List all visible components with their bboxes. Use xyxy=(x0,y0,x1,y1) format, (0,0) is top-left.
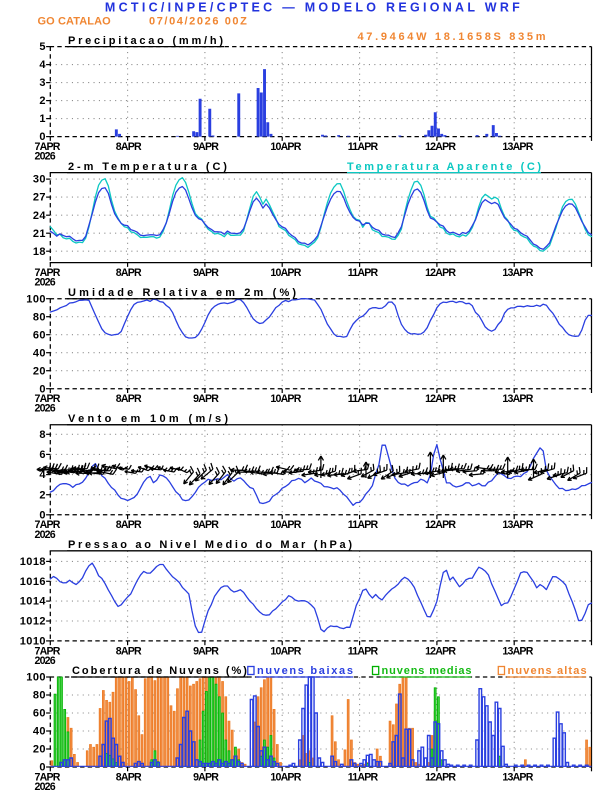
svg-text:2026: 2026 xyxy=(35,529,56,541)
svg-text:100: 100 xyxy=(26,293,46,305)
svg-text:40: 40 xyxy=(33,726,46,738)
svg-text:Pressao ao Nivel Medio do Mar: Pressao ao Nivel Medio do Mar (hPa) xyxy=(68,539,355,551)
svg-text:Cobertura de Nuvens (%): Cobertura de Nuvens (%) xyxy=(72,665,249,677)
svg-text:1018: 1018 xyxy=(20,556,46,568)
svg-text:8APR: 8APR xyxy=(116,771,142,783)
svg-text:13APR: 13APR xyxy=(502,519,533,531)
svg-text:2026: 2026 xyxy=(35,277,56,289)
svg-text:9APR: 9APR xyxy=(193,771,219,783)
svg-text:100: 100 xyxy=(26,672,46,684)
svg-text:2: 2 xyxy=(39,95,46,107)
svg-text:7APR: 7APR xyxy=(35,645,61,657)
svg-text:Umidade Relativa em 2m (%): Umidade Relativa em 2m (%) xyxy=(68,287,299,299)
svg-text:1014: 1014 xyxy=(20,596,47,608)
svg-text:1016: 1016 xyxy=(20,576,46,588)
svg-text:60: 60 xyxy=(33,708,46,720)
svg-text:1010: 1010 xyxy=(20,636,46,648)
svg-text:11APR: 11APR xyxy=(348,645,379,657)
svg-text:13APR: 13APR xyxy=(502,771,533,783)
svg-text:10APR: 10APR xyxy=(270,645,301,657)
svg-text:9APR: 9APR xyxy=(193,141,219,153)
svg-text:8APR: 8APR xyxy=(116,645,142,657)
svg-text:10APR: 10APR xyxy=(270,267,301,279)
svg-text:11APR: 11APR xyxy=(348,393,379,405)
svg-text:1: 1 xyxy=(39,113,46,125)
svg-text:80: 80 xyxy=(33,311,46,323)
svg-text:1012: 1012 xyxy=(20,616,46,628)
svg-text:13APR: 13APR xyxy=(502,393,533,405)
svg-text:10APR: 10APR xyxy=(270,771,301,783)
svg-text:27: 27 xyxy=(33,192,46,204)
svg-text:9APR: 9APR xyxy=(193,267,219,279)
svg-text:7APR: 7APR xyxy=(35,519,61,531)
svg-text:Temperatura Aparente (C): Temperatura Aparente (C) xyxy=(347,161,544,173)
svg-text:11APR: 11APR xyxy=(348,267,379,279)
svg-text:3: 3 xyxy=(39,77,46,89)
svg-text:8APR: 8APR xyxy=(116,141,142,153)
svg-text:13APR: 13APR xyxy=(502,645,533,657)
svg-text:5: 5 xyxy=(39,41,46,53)
svg-text:9APR: 9APR xyxy=(193,645,219,657)
svg-text:13APR: 13APR xyxy=(502,141,533,153)
svg-text:60: 60 xyxy=(33,329,46,341)
svg-text:07/04/2026 00Z: 07/04/2026 00Z xyxy=(149,16,248,28)
svg-text:20: 20 xyxy=(33,365,46,377)
svg-text:20: 20 xyxy=(33,744,46,756)
svg-text:12APR: 12APR xyxy=(425,141,456,153)
svg-text:7APR: 7APR xyxy=(35,141,61,153)
svg-text:40: 40 xyxy=(33,347,46,359)
svg-text:Precipitacao (mm/h): Precipitacao (mm/h) xyxy=(68,35,226,47)
svg-text:6: 6 xyxy=(39,449,46,461)
svg-text:9APR: 9APR xyxy=(193,393,219,405)
svg-text:2026: 2026 xyxy=(35,403,56,415)
svg-text:11APR: 11APR xyxy=(348,771,379,783)
svg-text:12APR: 12APR xyxy=(425,645,456,657)
svg-text:Vento em 10m (m/s): Vento em 10m (m/s) xyxy=(68,413,231,425)
svg-text:7APR: 7APR xyxy=(35,771,61,783)
svg-text:MCTIC/INPE/CPTEC — MODELO REGI: MCTIC/INPE/CPTEC — MODELO REGIONAL WRF xyxy=(105,1,523,15)
svg-text:7APR: 7APR xyxy=(35,267,61,279)
svg-text:2026: 2026 xyxy=(35,781,56,792)
svg-text:2026: 2026 xyxy=(35,151,56,163)
svg-text:nuvens baixas: nuvens baixas xyxy=(257,665,355,677)
svg-text:nuvens altas: nuvens altas xyxy=(508,665,588,677)
svg-text:2026: 2026 xyxy=(35,655,56,667)
svg-text:30: 30 xyxy=(33,174,46,186)
svg-text:80: 80 xyxy=(33,690,46,702)
svg-text:18: 18 xyxy=(33,246,46,258)
svg-text:8APR: 8APR xyxy=(116,267,142,279)
svg-text:0: 0 xyxy=(39,509,46,521)
svg-text:9APR: 9APR xyxy=(193,519,219,531)
svg-text:12APR: 12APR xyxy=(425,267,456,279)
svg-text:21: 21 xyxy=(33,228,46,240)
svg-text:GO CATALAO: GO CATALAO xyxy=(38,16,112,28)
svg-text:10APR: 10APR xyxy=(270,393,301,405)
svg-text:0: 0 xyxy=(39,131,46,143)
svg-text:12APR: 12APR xyxy=(425,771,456,783)
svg-text:2: 2 xyxy=(39,489,46,501)
svg-text:24: 24 xyxy=(33,210,47,222)
svg-text:11APR: 11APR xyxy=(348,519,379,531)
svg-text:nuvens medias: nuvens medias xyxy=(382,665,473,677)
svg-text:12APR: 12APR xyxy=(425,519,456,531)
svg-text:2-m Temperatura (C): 2-m Temperatura (C) xyxy=(68,161,230,173)
svg-text:0: 0 xyxy=(39,383,46,395)
svg-text:10APR: 10APR xyxy=(270,141,301,153)
svg-text:0: 0 xyxy=(39,762,46,774)
svg-text:10APR: 10APR xyxy=(270,519,301,531)
svg-text:13APR: 13APR xyxy=(502,267,533,279)
svg-text:47.9464W 18.1658S 835m: 47.9464W 18.1658S 835m xyxy=(358,31,549,43)
svg-text:11APR: 11APR xyxy=(348,141,379,153)
svg-text:8APR: 8APR xyxy=(116,393,142,405)
svg-text:4: 4 xyxy=(39,469,46,481)
svg-text:4: 4 xyxy=(39,59,46,71)
svg-text:7APR: 7APR xyxy=(35,393,61,405)
svg-text:12APR: 12APR xyxy=(425,393,456,405)
svg-text:8APR: 8APR xyxy=(116,519,142,531)
svg-text:8: 8 xyxy=(39,429,46,441)
